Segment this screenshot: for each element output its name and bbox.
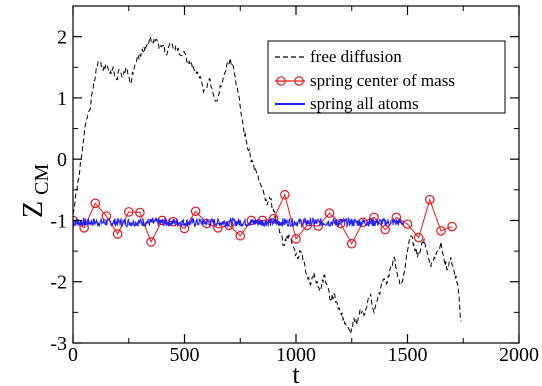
x-tick-label: 500 — [170, 344, 200, 366]
legend-entry-label: spring center of mass — [310, 71, 455, 90]
data-point-spring-center-of-mass — [135, 207, 145, 218]
data-point-spring-center-of-mass — [291, 234, 301, 244]
data-point-spring-center-of-mass — [380, 224, 390, 235]
y-tick-label: 1 — [57, 88, 67, 110]
data-point-spring-center-of-mass — [213, 223, 223, 233]
legend-marker-left — [276, 76, 286, 86]
legend-entry-label: spring all atoms — [310, 94, 419, 113]
legend-marker-right — [294, 76, 304, 86]
plot-area — [73, 34, 462, 334]
data-point-spring-center-of-mass — [346, 238, 357, 249]
data-point-spring-center-of-mass — [447, 221, 457, 232]
data-point-spring-center-of-mass — [235, 230, 246, 241]
data-point-spring-center-of-mass — [313, 221, 324, 231]
data-point-spring-center-of-mass — [123, 207, 134, 217]
data-point-spring-center-of-mass — [190, 206, 201, 217]
x-axis-label: t — [292, 360, 300, 386]
x-tick-label: 2000 — [499, 344, 539, 366]
y-tick-label: -3 — [50, 333, 67, 355]
y-axis-label-sub: CM — [31, 164, 53, 195]
data-point-spring-center-of-mass — [424, 194, 435, 205]
data-point-spring-center-of-mass — [413, 232, 424, 243]
y-tick-label: -2 — [50, 272, 67, 294]
legend-box — [267, 40, 506, 114]
y-axis-label-main: Z — [18, 201, 49, 218]
y-tick-label: -1 — [50, 210, 67, 232]
data-point-spring-center-of-mass — [146, 237, 156, 247]
series-line-spring-all-atoms — [73, 216, 404, 229]
axes: 0 500 1000 1500 2000 -3 -2 -1 0 1 2 t Z CM — [18, 5, 539, 386]
data-point-spring-center-of-mass — [246, 215, 257, 226]
data-point-spring-center-of-mass — [112, 229, 123, 239]
data-point-spring-center-of-mass — [402, 219, 413, 229]
series-line-free-diffusion — [73, 34, 462, 334]
data-point-spring-center-of-mass — [90, 198, 101, 209]
y-axis-label: Z CM — [18, 164, 53, 218]
x-tick-label: 1000 — [276, 344, 316, 366]
series-line-spring-center-of-mass — [73, 193, 453, 245]
legend-entry-label: free diffusion — [310, 47, 402, 66]
x-tick-label: 1500 — [388, 344, 428, 366]
data-point-spring-center-of-mass — [436, 226, 446, 236]
x-tick-label: 0 — [68, 344, 78, 366]
y-tick-label: 2 — [57, 27, 67, 49]
data-point-spring-center-of-mass — [280, 189, 290, 200]
y-tick-label: 0 — [57, 149, 67, 171]
legend: free diffusion spring center of mass sprin… — [267, 40, 506, 114]
data-point-spring-center-of-mass — [324, 208, 335, 218]
